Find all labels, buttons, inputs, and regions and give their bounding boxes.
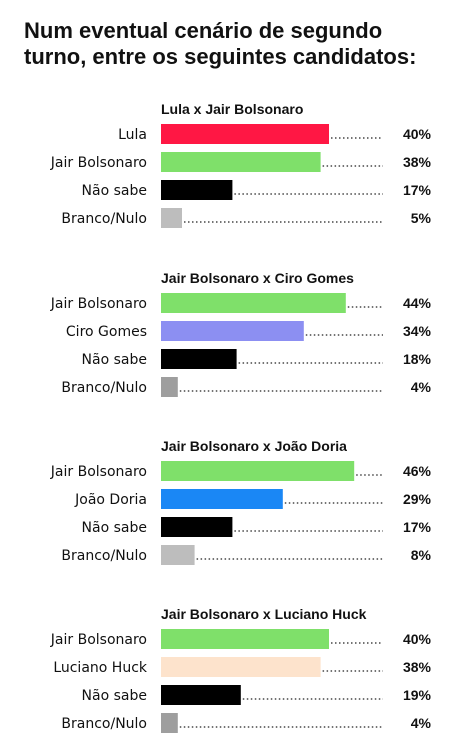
category-label: Ciro Gomes	[66, 324, 147, 340]
bar	[161, 713, 178, 733]
category-label: Jair Bolsonaro	[50, 296, 147, 312]
category-label: João Doria	[74, 492, 147, 508]
value-label: 34%	[403, 323, 432, 339]
category-label: Luciano Huck	[53, 660, 148, 676]
bar	[161, 629, 329, 649]
bar	[161, 545, 195, 565]
bar	[161, 657, 321, 677]
value-label: 19%	[403, 687, 432, 703]
group-title: Jair Bolsonaro x João Doria	[161, 438, 347, 454]
value-label: 40%	[403, 631, 432, 647]
value-label: 4%	[411, 715, 432, 731]
value-label: 8%	[411, 547, 432, 563]
category-label: Não sabe	[82, 520, 147, 536]
value-label: 38%	[403, 659, 432, 675]
value-label: 38%	[403, 154, 432, 170]
chart-title: Num eventual cenário de segundo turno, e…	[24, 18, 417, 69]
group-title: Jair Bolsonaro x Ciro Gomes	[161, 270, 354, 286]
group-title: Lula x Jair Bolsonaro	[161, 101, 303, 117]
value-label: 5%	[411, 210, 432, 226]
category-label: Lula	[118, 127, 147, 143]
category-label: Branco/Nulo	[61, 548, 147, 564]
value-label: 17%	[403, 182, 432, 198]
category-label: Branco/Nulo	[61, 380, 147, 396]
value-label: 18%	[403, 351, 432, 367]
bar	[161, 180, 233, 200]
bar	[161, 377, 178, 397]
value-label: 4%	[411, 379, 432, 395]
bar	[161, 685, 241, 705]
bar	[161, 321, 304, 341]
value-label: 46%	[403, 463, 432, 479]
value-label: 40%	[403, 126, 432, 142]
category-label: Branco/Nulo	[61, 211, 147, 227]
bar	[161, 349, 237, 369]
bar	[161, 489, 283, 509]
bar	[161, 293, 346, 313]
bar	[161, 208, 182, 228]
category-label: Jair Bolsonaro	[50, 632, 147, 648]
bar	[161, 152, 321, 172]
category-label: Não sabe	[82, 352, 147, 368]
group-title: Jair Bolsonaro x Luciano Huck	[161, 606, 367, 622]
bar	[161, 124, 329, 144]
bar	[161, 517, 233, 537]
category-label: Jair Bolsonaro	[50, 155, 147, 171]
category-label: Jair Bolsonaro	[50, 464, 147, 480]
value-label: 44%	[403, 295, 432, 311]
category-label: Não sabe	[82, 688, 147, 704]
value-label: 17%	[403, 519, 432, 535]
bar	[161, 461, 355, 481]
category-label: Não sabe	[82, 183, 147, 199]
category-label: Branco/Nulo	[61, 716, 147, 732]
value-label: 29%	[403, 491, 432, 507]
